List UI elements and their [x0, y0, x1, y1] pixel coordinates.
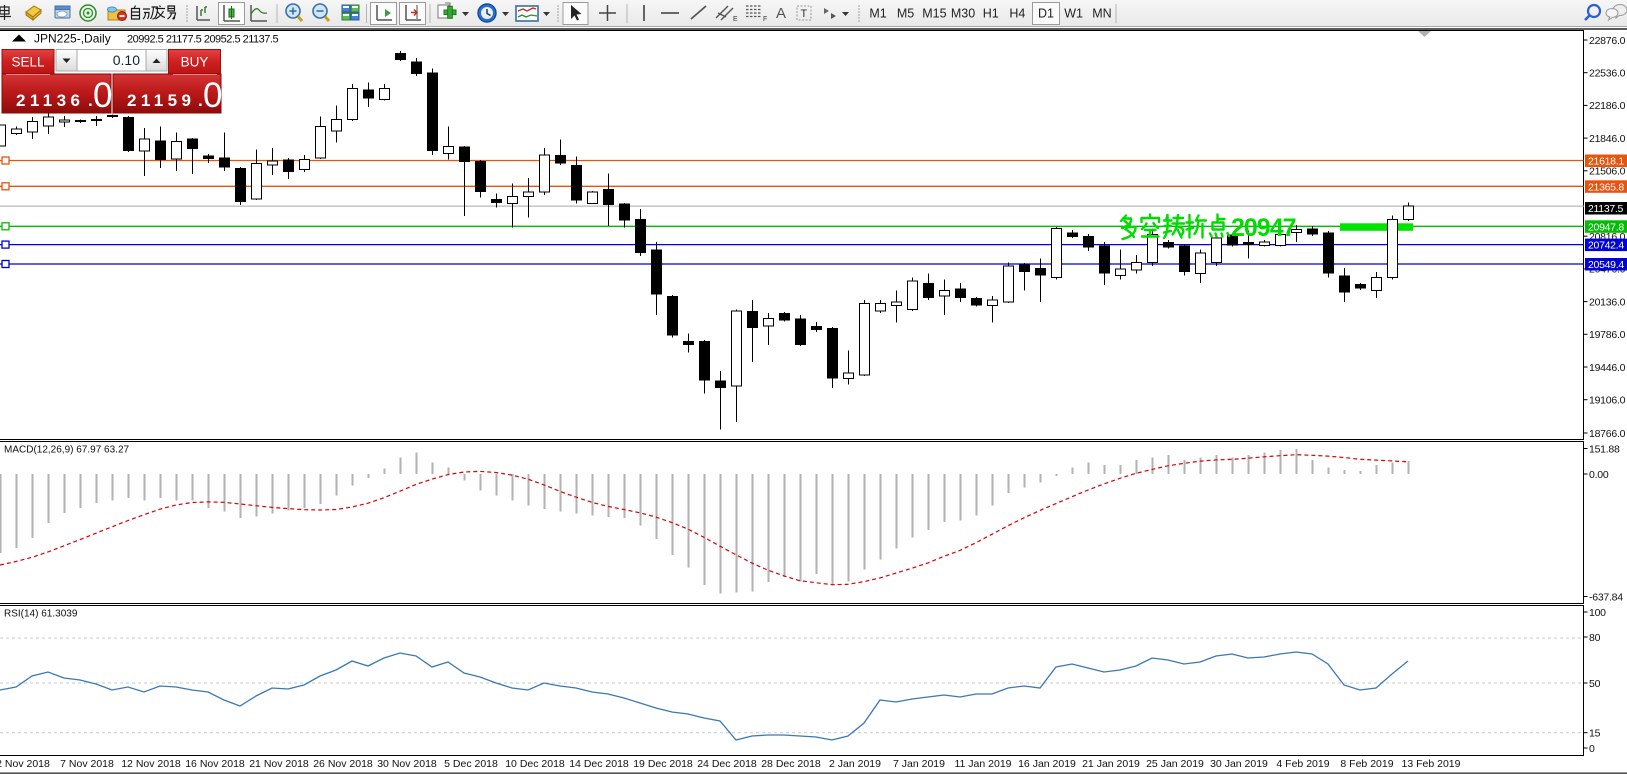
- svg-text:2 Nov 2018: 2 Nov 2018: [0, 758, 50, 770]
- svg-text:25 Jan 2019: 25 Jan 2019: [1146, 758, 1204, 770]
- svg-text:21159: 21159: [127, 91, 195, 110]
- svg-text:19106.0: 19106.0: [1589, 395, 1626, 407]
- svg-text:50: 50: [1589, 678, 1601, 690]
- svg-text:M5: M5: [897, 7, 914, 21]
- svg-text:80: 80: [1589, 632, 1601, 644]
- svg-text:M15: M15: [922, 7, 946, 21]
- svg-text:22186.0: 22186.0: [1589, 100, 1626, 112]
- svg-text:F: F: [763, 16, 767, 23]
- svg-text:22536.0: 22536.0: [1589, 68, 1626, 80]
- svg-text:7 Jan 2019: 7 Jan 2019: [893, 758, 945, 770]
- svg-text:28 Dec 2018: 28 Dec 2018: [761, 758, 821, 770]
- svg-text:30 Jan 2019: 30 Jan 2019: [1210, 758, 1268, 770]
- svg-text:16 Jan 2019: 16 Jan 2019: [1018, 758, 1076, 770]
- svg-text:H4: H4: [1009, 7, 1025, 21]
- svg-text:100: 100: [1589, 607, 1606, 619]
- svg-text:W1: W1: [1064, 7, 1083, 21]
- svg-text:0: 0: [93, 76, 112, 115]
- svg-text:19446.0: 19446.0: [1589, 362, 1626, 374]
- svg-text:21365.8: 21365.8: [1588, 181, 1624, 193]
- svg-text:14 Dec 2018: 14 Dec 2018: [569, 758, 629, 770]
- svg-text:30 Nov 2018: 30 Nov 2018: [377, 758, 437, 770]
- svg-text:15: 15: [1589, 728, 1601, 740]
- svg-text:20992.5 21177.5 20952.5 21137.: 20992.5 21177.5 20952.5 21137.5: [127, 34, 278, 46]
- svg-text:RSI(14) 61.3039: RSI(14) 61.3039: [4, 609, 78, 620]
- svg-text:16 Nov 2018: 16 Nov 2018: [185, 758, 245, 770]
- svg-text:D1: D1: [1038, 7, 1054, 21]
- svg-text:-637.84: -637.84: [1589, 591, 1623, 603]
- svg-text:21506.0: 21506.0: [1589, 166, 1626, 178]
- svg-text:.: .: [88, 91, 93, 110]
- svg-text:11 Jan 2019: 11 Jan 2019: [954, 758, 1011, 770]
- svg-text:H1: H1: [983, 7, 999, 21]
- svg-text:26 Nov 2018: 26 Nov 2018: [313, 758, 373, 770]
- svg-text:21618.1: 21618.1: [1588, 156, 1624, 168]
- svg-text:21137.5: 21137.5: [1588, 203, 1624, 215]
- svg-text:21 Nov 2018: 21 Nov 2018: [249, 758, 309, 770]
- svg-text:24 Dec 2018: 24 Dec 2018: [697, 758, 757, 770]
- svg-text:5 Dec 2018: 5 Dec 2018: [444, 758, 498, 770]
- svg-text:T: T: [801, 8, 808, 20]
- svg-text:20947.8: 20947.8: [1588, 221, 1624, 233]
- svg-text:19 Dec 2018: 19 Dec 2018: [633, 758, 693, 770]
- svg-text:4 Feb 2019: 4 Feb 2019: [1276, 758, 1329, 770]
- svg-text:10 Dec 2018: 10 Dec 2018: [505, 758, 565, 770]
- svg-text:E: E: [733, 16, 738, 23]
- svg-text:18766.0: 18766.0: [1589, 428, 1626, 440]
- svg-text:0: 0: [203, 76, 222, 115]
- svg-text:7 Nov 2018: 7 Nov 2018: [60, 758, 114, 770]
- svg-text:A: A: [776, 5, 786, 22]
- svg-text:20549.4: 20549.4: [1588, 259, 1624, 271]
- svg-text:2 Jan 2019: 2 Jan 2019: [829, 758, 881, 770]
- svg-text:MACD(12,26,9) 67.97 63.27: MACD(12,26,9) 67.97 63.27: [4, 445, 130, 456]
- svg-text:MN: MN: [1092, 7, 1111, 21]
- svg-text:12 Nov 2018: 12 Nov 2018: [121, 758, 181, 770]
- svg-text:M1: M1: [869, 7, 886, 21]
- svg-text:0.10: 0.10: [113, 52, 140, 68]
- svg-text:BUY: BUY: [181, 55, 209, 70]
- svg-text:13 Feb 2019: 13 Feb 2019: [1402, 758, 1461, 770]
- svg-text:19786.0: 19786.0: [1589, 329, 1626, 341]
- svg-text:21846.0: 21846.0: [1589, 133, 1626, 145]
- svg-text:151.88: 151.88: [1589, 443, 1620, 455]
- svg-text:0: 0: [1589, 743, 1595, 755]
- svg-text:22876.0: 22876.0: [1589, 35, 1626, 47]
- svg-text:21 Jan 2019: 21 Jan 2019: [1082, 758, 1140, 770]
- svg-text:20136.0: 20136.0: [1589, 296, 1626, 308]
- svg-text:JPN225-,Daily: JPN225-,Daily: [34, 32, 111, 46]
- svg-text:0.00: 0.00: [1589, 469, 1609, 481]
- svg-text:20742.4: 20742.4: [1588, 240, 1624, 252]
- svg-text:21136: 21136: [16, 91, 84, 110]
- svg-text:SELL: SELL: [11, 55, 45, 70]
- svg-text:8 Feb 2019: 8 Feb 2019: [1340, 758, 1393, 770]
- svg-text:20947: 20947: [1231, 214, 1296, 242]
- svg-text:M30: M30: [951, 7, 975, 21]
- svg-text:.: .: [198, 91, 203, 110]
